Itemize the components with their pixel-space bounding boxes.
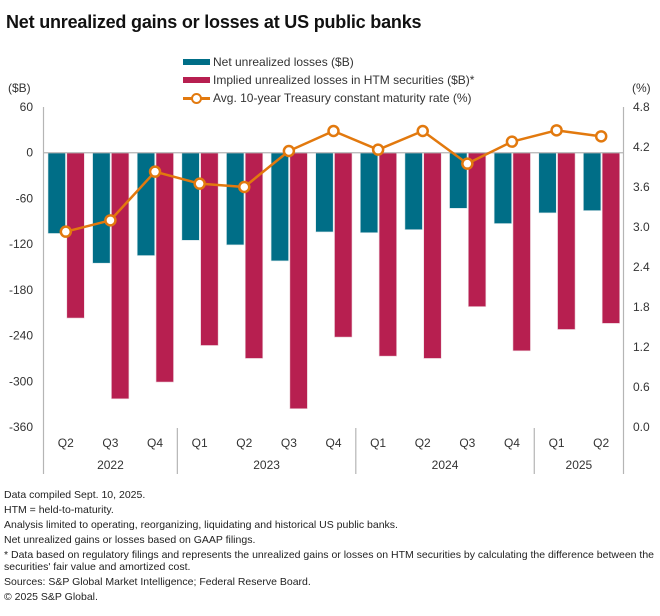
chart-legend: Net unrealized losses ($B) Implied unrea…	[183, 53, 474, 107]
rate-point	[282, 144, 296, 158]
left-axis-tick-label: -240	[9, 329, 33, 343]
legend-line-marker-icon	[183, 92, 210, 104]
quarter-tick-label: Q2	[415, 436, 431, 450]
note-analysis-scope: Analysis limited to operating, reorganiz…	[4, 519, 398, 531]
year-label: 2022	[97, 458, 124, 472]
note-htm-definition: HTM = held-to-maturity.	[4, 504, 114, 516]
bar-net-losses	[493, 152, 512, 224]
year-label: 2023	[253, 458, 280, 472]
right-axis-tick-label: 2.4	[633, 260, 650, 274]
rate-point	[238, 180, 251, 194]
bar-net-losses	[226, 152, 245, 246]
rate-point	[104, 214, 117, 227]
bar-net-losses	[538, 152, 557, 214]
year-label: 2025	[566, 458, 593, 472]
rate-point	[148, 165, 162, 178]
rate-point	[505, 135, 519, 148]
legend-item-rate-line: Avg. 10-year Treasury constant maturity …	[183, 89, 474, 107]
note-copyright: © 2025 S&P Global.	[4, 591, 98, 603]
bar-htm-losses	[378, 152, 397, 357]
note-sources: Sources: S&P Global Market Intelligence;…	[4, 576, 311, 588]
legend-label: Avg. 10-year Treasury constant maturity …	[213, 91, 472, 105]
rate-point	[59, 225, 73, 238]
quarter-tick-label: Q4	[147, 436, 163, 450]
left-axis-tick-label: -60	[16, 191, 34, 205]
bar-htm-losses	[111, 152, 130, 400]
left-axis-title: ($B)	[8, 81, 31, 95]
quarter-tick-label: Q3	[281, 436, 297, 450]
bar-net-losses	[315, 152, 334, 233]
quarter-tick-label: Q1	[549, 436, 565, 450]
right-axis-tick-label: 0.0	[633, 420, 650, 434]
bar-htm-losses	[289, 152, 308, 410]
bar-htm-losses	[601, 152, 620, 324]
year-label: 2024	[432, 458, 459, 472]
right-axis-tick-label: 0.6	[633, 380, 650, 394]
note-asterisk: * Data based on regulatory filings and r…	[4, 549, 655, 573]
right-axis-title: (%)	[632, 81, 651, 95]
left-axis-tick-label: -180	[9, 283, 33, 297]
bar-htm-losses	[468, 152, 487, 307]
bar-net-losses	[404, 152, 423, 230]
legend-label: Net unrealized losses ($B)	[213, 55, 354, 69]
left-axis-tick-label: -360	[9, 420, 33, 434]
bar-net-losses	[583, 152, 602, 211]
chart-title: Net unrealized gains or losses at US pub…	[6, 12, 422, 32]
bar-net-losses	[47, 152, 66, 234]
bar-net-losses	[270, 152, 289, 262]
bar-net-losses	[181, 152, 200, 241]
right-axis-tick-label: 3.6	[633, 180, 650, 194]
rate-point	[371, 143, 385, 156]
right-axis-tick-label: 4.2	[633, 140, 650, 154]
bar-htm-losses	[512, 152, 531, 352]
legend-swatch-htm-losses	[183, 77, 210, 83]
rate-point	[416, 124, 429, 138]
left-axis-tick-label: 0	[26, 146, 33, 160]
left-axis-tick-label: -300	[9, 374, 33, 388]
legend-item-htm-losses: Implied unrealized losses in HTM securit…	[183, 71, 474, 89]
quarter-tick-label: Q2	[593, 436, 609, 450]
bar-htm-losses	[334, 152, 353, 338]
quarter-tick-label: Q2	[236, 436, 252, 450]
right-axis-tick-label: 3.0	[633, 220, 650, 234]
rate-point	[461, 157, 474, 170]
legend-swatch-net-losses	[183, 59, 210, 65]
quarter-tick-label: Q3	[102, 436, 118, 450]
rate-point	[594, 130, 608, 143]
note-gaap: Net unrealized gains or losses based on …	[4, 534, 256, 546]
bar-net-losses	[360, 152, 379, 234]
legend-label: Implied unrealized losses in HTM securit…	[213, 73, 475, 87]
rate-point	[193, 177, 206, 190]
bar-htm-losses	[557, 152, 576, 330]
right-axis-tick-label: 1.8	[633, 300, 650, 314]
bar-htm-losses	[155, 152, 174, 383]
rate-point	[327, 124, 340, 138]
quarter-tick-label: Q2	[58, 436, 74, 450]
chart-notes: Data compiled Sept. 10, 2025. HTM = held…	[4, 488, 654, 605]
chart-plot: 2022 2023 2024 2025 60 0 -60 -120 -180 -240 -300 -3…	[8, 81, 651, 474]
right-axis-tick-label: 4.8	[633, 100, 650, 114]
legend-item-net-losses: Net unrealized losses ($B)	[183, 53, 474, 71]
bar-net-losses	[92, 152, 111, 264]
left-axis-tick-label: 60	[20, 100, 34, 114]
bar-htm-losses	[423, 152, 442, 359]
quarter-tick-label: Q3	[459, 436, 475, 450]
left-axis-tick-label: -120	[9, 237, 33, 251]
note-compiled: Data compiled Sept. 10, 2025.	[4, 489, 146, 501]
rate-point	[550, 124, 563, 137]
quarter-tick-label: Q1	[192, 436, 208, 450]
right-axis-tick-label: 1.2	[633, 340, 650, 354]
quarter-tick-label: Q4	[325, 436, 341, 450]
quarter-tick-label: Q4	[504, 436, 520, 450]
quarter-tick-label: Q1	[370, 436, 386, 450]
